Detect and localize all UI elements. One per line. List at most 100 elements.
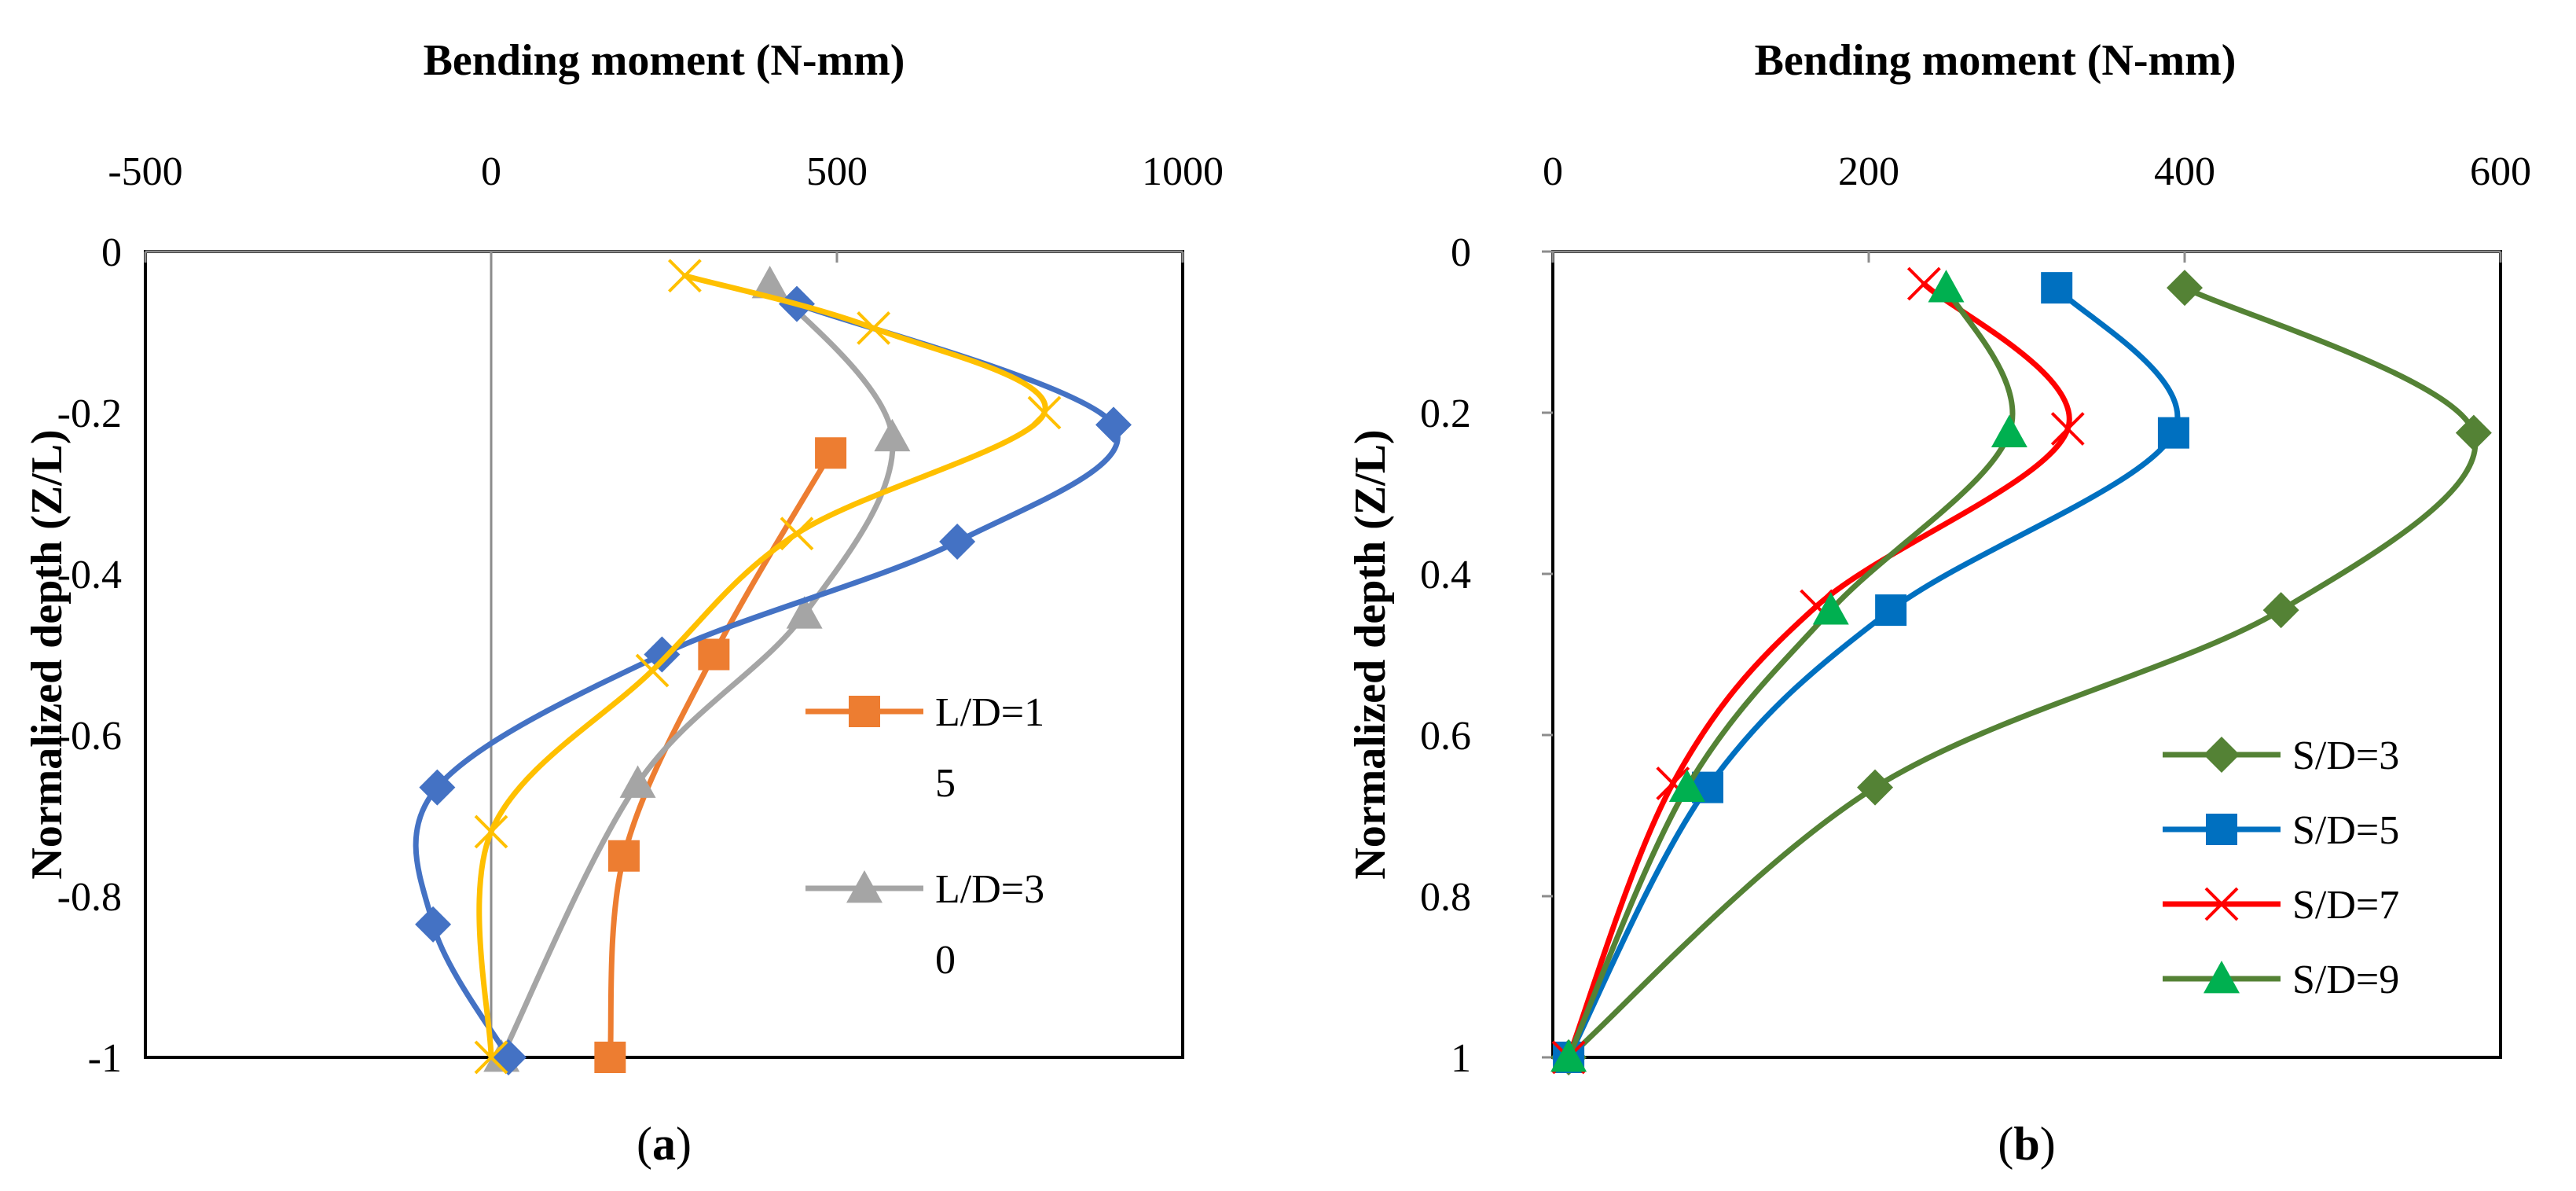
data-point bbox=[2455, 414, 2492, 451]
data-point bbox=[667, 259, 702, 293]
legend-label: 0 bbox=[935, 938, 956, 983]
x-tick-label: 0 bbox=[1543, 149, 1563, 194]
legend-label: S/D=5 bbox=[2292, 808, 2399, 853]
legend-label: L/D=1 bbox=[935, 690, 1044, 735]
y-tick-label: 0 bbox=[101, 230, 122, 275]
data-point bbox=[1668, 769, 1705, 803]
legend-swatch-marker bbox=[2204, 737, 2240, 773]
x-axis-title: Bending moment (N-mm) bbox=[424, 36, 905, 85]
data-point bbox=[607, 840, 640, 872]
data-point bbox=[780, 516, 814, 551]
legend-item: L/D=3 0 bbox=[805, 867, 1044, 983]
data-point bbox=[594, 1042, 626, 1073]
y-axis: 0 0.2 0.4 0.6 0.8 1 bbox=[1420, 230, 1553, 1081]
legend-label: S/D=7 bbox=[2292, 883, 2399, 928]
panel-letter: b bbox=[2013, 1118, 2039, 1170]
x-tick-label: 500 bbox=[806, 149, 868, 194]
x-axis-title: Bending moment (N-mm) bbox=[1755, 36, 2237, 85]
legend-swatch-marker bbox=[846, 870, 883, 903]
series-line bbox=[498, 281, 896, 1061]
chart-panel-b: 0 200 400 600 0 0.2 0.4 0.6 0.8 1 Bending moment (… bbox=[1346, 36, 2531, 1170]
panel-label: (a) bbox=[637, 1118, 692, 1170]
series-line bbox=[607, 450, 834, 1061]
legend-label: 5 bbox=[935, 761, 956, 806]
series-line bbox=[413, 301, 1121, 1061]
y-axis-title: Normalized depth (Z/L) bbox=[1346, 429, 1395, 879]
legend: S/D=3 S/D=5 S/D=7 S/D=9 bbox=[2163, 733, 2399, 1002]
data-point bbox=[619, 765, 656, 798]
x-tick-label: 1000 bbox=[1142, 149, 1224, 194]
legend-item: L/D=1 5 bbox=[805, 690, 1044, 806]
legend-swatch-marker bbox=[2204, 961, 2240, 994]
y-tick-label: 0.4 bbox=[1420, 553, 1471, 597]
series-line bbox=[1565, 285, 2181, 1061]
series-s-d-9 bbox=[1550, 270, 2027, 1072]
chart-panel-a: -500 0 500 1000 0 -0.2 -0.4 -0.6 -0.8 -1 Bending m… bbox=[23, 36, 1224, 1170]
data-point bbox=[939, 524, 976, 560]
series-s-d-3 bbox=[1550, 270, 2492, 1075]
legend-item: S/D=5 bbox=[2163, 808, 2399, 853]
series-series-cross- bbox=[474, 259, 1062, 1075]
series-line bbox=[1565, 285, 2479, 1061]
data-point bbox=[2167, 270, 2203, 307]
data-point bbox=[698, 638, 730, 671]
series-series-diamond- bbox=[413, 285, 1132, 1075]
series-l-d-30 bbox=[483, 266, 911, 1072]
legend: L/D=1 5 L/D=3 0 bbox=[805, 690, 1044, 983]
data-point bbox=[474, 814, 508, 849]
data-point bbox=[1991, 414, 2027, 448]
y-tick-label: -1 bbox=[88, 1036, 122, 1081]
x-tick-label: 600 bbox=[2470, 149, 2531, 194]
legend-swatch-marker bbox=[2206, 814, 2237, 845]
y-axis-title: Normalized depth (Z/L) bbox=[23, 429, 72, 879]
x-tick-label: 400 bbox=[2154, 149, 2215, 194]
x-tick-label: 0 bbox=[481, 149, 501, 194]
data-point bbox=[635, 653, 670, 688]
data-point bbox=[1857, 769, 1894, 806]
y-tick-label: -0.2 bbox=[57, 391, 122, 436]
legend-swatch-marker bbox=[2204, 887, 2239, 921]
data-point bbox=[1550, 1039, 1587, 1072]
y-axis: 0 -0.2 -0.4 -0.6 -0.8 -1 bbox=[57, 230, 122, 1081]
data-point bbox=[2262, 592, 2299, 629]
legend-item: S/D=3 bbox=[2163, 733, 2399, 778]
data-point bbox=[1027, 395, 1062, 430]
data-point bbox=[415, 906, 452, 943]
y-tick-label: -0.4 bbox=[57, 553, 122, 597]
x-axis: -500 0 500 1000 bbox=[108, 149, 1224, 263]
data-point bbox=[751, 266, 788, 299]
data-point bbox=[1812, 592, 1849, 625]
x-tick-label: 200 bbox=[1838, 149, 1899, 194]
x-tick-label: -500 bbox=[108, 149, 182, 194]
panel-label: (b) bbox=[1998, 1118, 2055, 1170]
data-point bbox=[857, 311, 891, 345]
series-line bbox=[1565, 285, 2016, 1061]
series-s-d-5 bbox=[1553, 272, 2189, 1073]
y-tick-label: 0.6 bbox=[1420, 714, 1471, 759]
y-tick-label: 1 bbox=[1451, 1036, 1471, 1081]
data-point bbox=[644, 636, 681, 673]
legend-label: S/D=3 bbox=[2292, 733, 2399, 778]
y-tick-label: 0.2 bbox=[1420, 391, 1471, 436]
y-tick-label: -0.6 bbox=[57, 714, 122, 759]
series-line bbox=[476, 273, 1048, 1061]
legend-swatch-marker bbox=[849, 696, 880, 727]
data-point bbox=[815, 437, 847, 469]
x-axis: 0 200 400 600 bbox=[1543, 149, 2531, 263]
data-point bbox=[419, 769, 456, 806]
y-tick-label: 0.8 bbox=[1420, 875, 1471, 920]
data-point bbox=[786, 596, 823, 629]
data-point bbox=[2157, 417, 2189, 449]
legend-item: S/D=9 bbox=[2163, 958, 2399, 1002]
legend-label: S/D=9 bbox=[2292, 958, 2399, 1002]
legend-item: S/D=7 bbox=[2163, 883, 2399, 928]
data-point bbox=[874, 418, 911, 452]
data-point bbox=[474, 1040, 508, 1075]
data-point bbox=[1928, 270, 1965, 303]
data-point bbox=[2041, 272, 2073, 304]
y-tick-label: 0 bbox=[1451, 230, 1471, 275]
data-point bbox=[2050, 412, 2085, 446]
series-l-d-15 bbox=[594, 437, 847, 1073]
data-point bbox=[1095, 406, 1132, 443]
